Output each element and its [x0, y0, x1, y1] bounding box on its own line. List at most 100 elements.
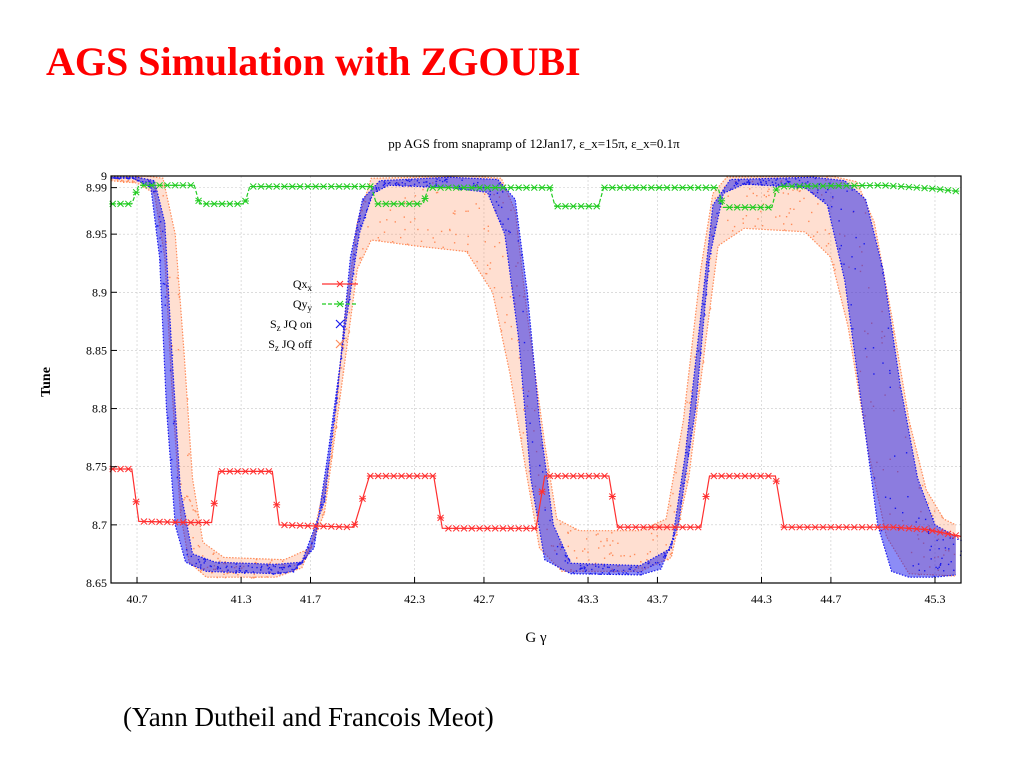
sz-jq-on-band-dot	[307, 547, 310, 549]
qx-marker	[694, 523, 702, 531]
sz-jq-on-band-dot	[749, 181, 751, 184]
sz-jq-on-band-dot	[203, 562, 205, 564]
sz-jq-on-band-dot	[496, 192, 499, 194]
sz-jq-on-band-dot	[703, 303, 705, 305]
sz-jq-off-band-dot	[606, 540, 608, 542]
sz-jq-on-band-dot	[531, 441, 534, 443]
sz-jq-off-band-dot	[816, 231, 819, 233]
sz-jq-on-band-dot	[632, 570, 635, 572]
sz-jq-on-band-dot	[851, 189, 853, 191]
sz-jq-off-band-dot	[932, 514, 934, 517]
sz-jq-on-band-dot	[761, 184, 764, 186]
sz-jq-on-band-dot	[321, 506, 323, 508]
sz-jq-on-band-dot	[880, 264, 883, 267]
qx-marker	[928, 527, 936, 535]
sz-jq-on-band-dot	[383, 186, 385, 188]
sz-jq-off-band-dot	[338, 397, 341, 399]
sz-jq-off-band-dot	[727, 195, 729, 197]
sz-jq-on-band-dot	[243, 572, 246, 574]
sz-jq-off-band-dot	[427, 229, 429, 231]
sz-jq-on-band-dot	[541, 447, 544, 449]
sz-jq-on-band-dot	[172, 422, 175, 425]
sz-jq-off-band-dot	[521, 387, 523, 390]
sz-jq-off-band-dot	[763, 194, 765, 196]
qy-marker	[444, 184, 452, 191]
sz-jq-off-band-dot	[682, 495, 684, 497]
sz-jq-off-band-dot	[188, 499, 191, 501]
sz-jq-on-band-dot	[309, 550, 311, 553]
sz-jq-on-band-dot	[560, 568, 562, 570]
qy-marker	[156, 181, 164, 189]
sz-jq-on-band-dot	[260, 567, 262, 569]
qx-marker	[195, 519, 203, 526]
sz-jq-off-band-dot	[184, 497, 186, 499]
sz-jq-off-band-dot	[633, 553, 636, 556]
sz-jq-on-band-dot	[148, 180, 150, 182]
sz-jq-off-band-dot	[686, 401, 688, 403]
sz-jq-off-band-dot	[720, 206, 722, 208]
qx-marker	[936, 528, 944, 536]
sz-jq-off-band-dot	[501, 296, 503, 299]
sz-jq-on-band-dot	[840, 244, 842, 247]
sz-jq-on-band-dot	[153, 181, 155, 183]
sz-jq-on-band-dot	[157, 225, 159, 227]
sz-jq-on-band-dot	[158, 216, 161, 218]
sz-jq-on-band-dot	[145, 181, 147, 183]
sz-jq-off-band-dot	[367, 226, 369, 228]
sz-jq-off-band-dot	[191, 505, 193, 507]
qy-marker	[405, 200, 413, 208]
sz-jq-on-band-dot	[118, 178, 121, 180]
qy-marker	[132, 188, 140, 196]
sz-jq-off-band-dot	[406, 243, 409, 245]
sz-jq-on-band-dot	[622, 572, 624, 574]
sz-jq-on-band-dot	[314, 538, 316, 540]
sz-jq-on-band-dot	[952, 543, 955, 545]
qx-marker	[858, 523, 866, 531]
sz-jq-on-band-dot	[394, 184, 397, 186]
sz-jq-on-band-dot	[828, 207, 830, 209]
sz-jq-off-band-dot	[792, 189, 794, 191]
qy-marker	[538, 184, 546, 191]
sz-jq-off-band-dot	[171, 345, 173, 347]
sz-jq-on-band-dot	[650, 565, 652, 567]
sz-jq-off-band-dot	[833, 263, 835, 266]
sz-jq-on-band-dot	[501, 206, 503, 209]
sz-jq-off-band-dot	[669, 505, 672, 507]
sz-jq-on-band-dot	[527, 395, 529, 397]
sz-jq-on-band-dot	[917, 563, 920, 565]
sz-jq-on-band-dot	[226, 565, 228, 567]
qx-marker	[499, 524, 507, 532]
sz-jq-off-band-dot	[595, 562, 597, 564]
sz-jq-off-band-dot	[709, 307, 712, 310]
sz-jq-on-band-dot	[334, 409, 337, 412]
sz-jq-off-band-dot	[787, 193, 789, 195]
sz-jq-off-band-dot	[742, 222, 744, 224]
qy-marker	[483, 184, 491, 191]
sz-jq-on-band-dot	[142, 181, 144, 183]
sz-jq-on-band-dot	[948, 548, 950, 550]
sz-jq-on-band-dot	[943, 570, 945, 572]
sz-jq-on-band-dot	[579, 564, 582, 567]
sz-jq-off-band-dot	[489, 262, 492, 264]
sz-jq-on-band-dot	[473, 182, 475, 185]
x-tick-label: 41.7	[300, 592, 321, 606]
sz-jq-on-band-dot	[680, 500, 682, 502]
x-tick-label: 42.3	[404, 592, 425, 606]
sz-jq-on-band-dot	[928, 532, 930, 535]
qx-marker	[179, 519, 187, 526]
sz-jq-on-band-dot	[164, 304, 166, 306]
sz-jq-on-band-dot	[689, 446, 691, 448]
sz-jq-on-band-dot	[708, 270, 710, 272]
qx-marker	[210, 499, 218, 507]
sz-jq-on-band-dot	[167, 417, 169, 419]
sz-jq-off-band-dot	[436, 191, 439, 194]
qy-marker	[561, 202, 569, 210]
qy-marker	[764, 204, 772, 211]
qy-marker	[858, 182, 866, 189]
sz-jq-on-band-dot	[818, 183, 820, 185]
sz-jq-off-band-dot	[489, 268, 491, 270]
sz-jq-on-band-dot	[785, 182, 787, 185]
sz-jq-on-band-dot	[704, 314, 706, 316]
sz-jq-off-band-dot	[335, 427, 337, 429]
sz-jq-on-band-dot	[230, 566, 233, 568]
